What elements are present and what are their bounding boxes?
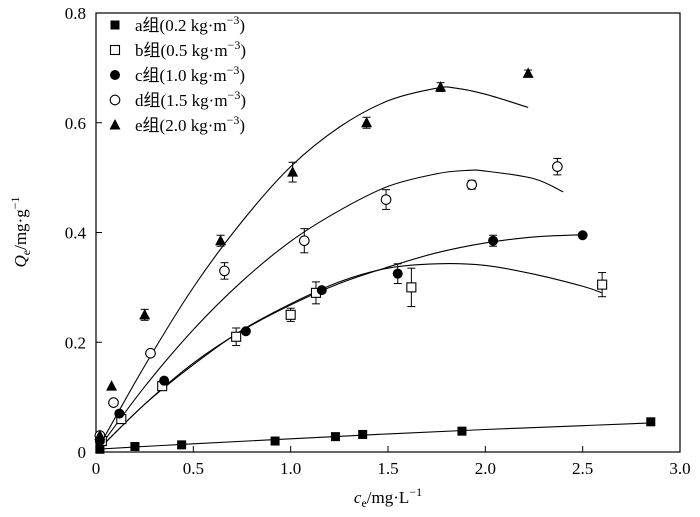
data-point-b [597,279,608,290]
y-tick-label: 0.8 [65,4,86,23]
x-tick-label: 0 [92,459,101,478]
data-point-a [646,417,656,427]
data-point-c [488,235,499,246]
data-point-b [285,309,296,320]
data-point-d [108,397,119,408]
data-point-e [435,81,447,92]
data-point-e [361,116,373,128]
data-point-e [287,166,299,177]
axes: 0 0.5 1.0 1.5 2.0 2.5 3.0 0 0.2 0.4 0.6 0.8 [65,4,691,478]
legend-marker-e [109,119,121,130]
x-axis-label: ce/mg·L−1 [354,485,422,510]
data-point-a [130,442,140,452]
x-tick-label: 3.0 [669,459,690,478]
legend-marker-d [109,94,121,106]
y-tick-label: 0.6 [65,114,86,133]
data-point-c [114,408,125,419]
fit-curves [95,86,651,453]
y-axis-label: Qe/mg·g−1 [8,197,33,268]
fit-curve-b [95,263,603,453]
data-point-a [270,436,280,446]
data-point-a [177,440,187,450]
y-tick-label: 0.4 [65,224,87,243]
legend-label-a: a组(0.2 kg·m−3) [135,13,245,35]
x-tick-label: 1.5 [377,459,398,478]
data-point-b [231,331,242,342]
x-tick-label: 2.5 [572,459,593,478]
data-point-e [522,67,534,78]
fit-curve-c [95,234,583,453]
legend: a组(0.2 kg·m−3) b组(0.5 kg·m−3) c组(1.0 kg·m−… [109,13,246,135]
data-point-a [457,426,467,436]
data-point-c [316,285,327,296]
legend-label-b: b组(0.5 kg·m−3) [135,38,246,60]
data-point-e [139,308,151,320]
data-point-e [106,380,118,391]
data-point-d [552,161,563,172]
fit-curve-d [95,169,564,453]
legend-marker-b [109,44,121,56]
legend-marker-c [110,70,120,80]
data-point-b [406,282,417,293]
data-point-e [94,429,106,441]
fit-curve-a [95,422,651,450]
data-point-e [215,234,227,246]
x-tick-label: 0.5 [183,459,204,478]
data-point-c [577,230,588,241]
data-point-c [240,326,251,337]
data-points [94,67,656,454]
data-point-d [219,265,230,277]
data-point-c [159,375,170,386]
data-point-c [392,268,403,279]
legend-label-d: d组(1.5 kg·m−3) [135,88,246,110]
data-point-d [298,235,310,247]
data-point-a [330,432,340,442]
legend-label-e: e组(2.0 kg·m−3) [135,113,245,135]
data-point-a [95,444,105,454]
legend-label-c: c组(1.0 kg·m−3) [135,63,245,85]
y-tick-label: 0 [78,443,87,462]
data-point-d [145,347,156,359]
fit-curve-e [95,86,529,453]
data-point-d [380,194,392,205]
data-point-d [466,179,478,191]
y-tick-label: 0.2 [65,333,86,352]
legend-marker-a [110,20,120,30]
x-tick-label: 1.0 [280,459,301,478]
data-point-a [358,429,368,439]
x-tick-label: 2.0 [475,459,496,478]
